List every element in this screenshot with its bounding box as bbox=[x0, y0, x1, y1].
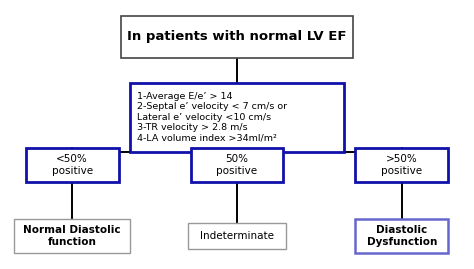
Text: Normal Diastolic
function: Normal Diastolic function bbox=[23, 225, 121, 247]
FancyBboxPatch shape bbox=[188, 223, 286, 249]
FancyBboxPatch shape bbox=[356, 148, 448, 182]
Text: <50%
positive: <50% positive bbox=[52, 154, 92, 176]
FancyBboxPatch shape bbox=[130, 83, 344, 152]
FancyBboxPatch shape bbox=[121, 16, 353, 58]
Text: 1-Average E/e’ > 14
2-Septal e’ velocity < 7 cm/s or
Lateral e’ velocity <10 cm/: 1-Average E/e’ > 14 2-Septal e’ velocity… bbox=[137, 92, 287, 143]
FancyBboxPatch shape bbox=[14, 219, 130, 253]
Text: >50%
positive: >50% positive bbox=[382, 154, 422, 176]
FancyBboxPatch shape bbox=[191, 148, 283, 182]
FancyBboxPatch shape bbox=[356, 219, 448, 253]
Text: Diastolic
Dysfunction: Diastolic Dysfunction bbox=[367, 225, 437, 247]
Text: Indeterminate: Indeterminate bbox=[200, 231, 274, 241]
Text: In patients with normal LV EF: In patients with normal LV EF bbox=[127, 30, 347, 44]
FancyBboxPatch shape bbox=[26, 148, 119, 182]
Text: 50%
positive: 50% positive bbox=[217, 154, 257, 176]
